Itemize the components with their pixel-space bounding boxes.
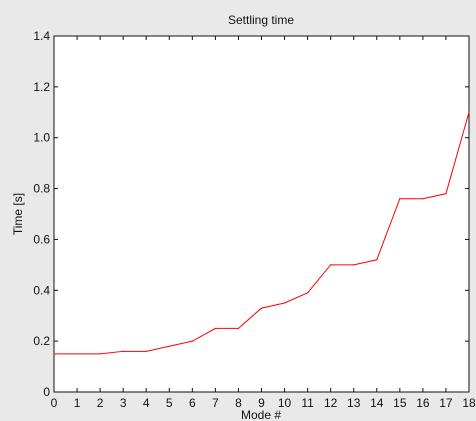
y-axis-ticks: 0 0.2 0.4 0.6 0.8 1.0 1.2 1.4	[33, 29, 469, 399]
data-point	[76, 353, 78, 355]
data-point	[307, 292, 309, 294]
y-tick-label: 0.6	[33, 232, 50, 246]
data-point	[445, 193, 447, 195]
x-tick-label: 17	[439, 396, 453, 410]
x-tick-label: 4	[143, 396, 150, 410]
data-point	[260, 307, 263, 309]
data-point	[145, 350, 147, 352]
x-tick-label: 16	[416, 396, 430, 410]
x-tick-label: 1	[74, 396, 81, 410]
data-point	[191, 340, 193, 342]
x-tick-label: 15	[393, 396, 407, 410]
x-tick-label: 3	[120, 396, 127, 410]
x-tick-label: 10	[278, 396, 292, 410]
data-point	[353, 264, 355, 266]
y-tick-label: 0.8	[33, 182, 50, 196]
data-point	[283, 302, 286, 304]
data-point	[237, 327, 240, 330]
data-point	[214, 327, 216, 330]
x-tick-label: 2	[97, 396, 104, 410]
data-point	[168, 345, 170, 347]
series-group	[53, 111, 470, 355]
y-tick-label: 1.4	[33, 29, 50, 43]
y-tick-label: 1.0	[33, 131, 50, 145]
data-point	[376, 259, 378, 261]
chart-title: Settling time	[228, 13, 294, 27]
x-axis-label: Mode #	[241, 408, 281, 421]
x-axis-ticks: 0 1 2 3 4 5 6 7 8 9 10 11 12 13 14 15 16 17 18	[51, 36, 476, 410]
y-tick-label: 1.2	[33, 80, 50, 94]
x-tick-label: 12	[324, 396, 338, 410]
x-tick-label: 9	[258, 396, 265, 410]
y-tick-label: 0	[43, 385, 50, 399]
x-tick-label: 14	[370, 396, 384, 410]
y-axis-label: Time [s]	[11, 193, 25, 235]
data-point	[99, 353, 101, 355]
y-tick-label: 0.4	[33, 283, 50, 297]
x-tick-label: 8	[235, 396, 242, 410]
x-tick-label: 0	[51, 396, 58, 410]
x-tick-label: 13	[347, 396, 361, 410]
data-point	[399, 198, 401, 200]
data-point	[468, 111, 470, 113]
x-tick-label: 18	[462, 396, 476, 410]
x-tick-label: 11	[301, 396, 314, 410]
plot-area	[53, 35, 470, 393]
data-point	[330, 264, 332, 266]
data-point	[53, 353, 55, 355]
x-tick-label: 7	[212, 396, 219, 410]
data-point	[122, 350, 124, 352]
x-tick-label: 6	[189, 396, 196, 410]
x-tick-label: 5	[166, 396, 173, 410]
data-point	[422, 198, 424, 200]
y-tick-label: 0.2	[33, 334, 50, 348]
